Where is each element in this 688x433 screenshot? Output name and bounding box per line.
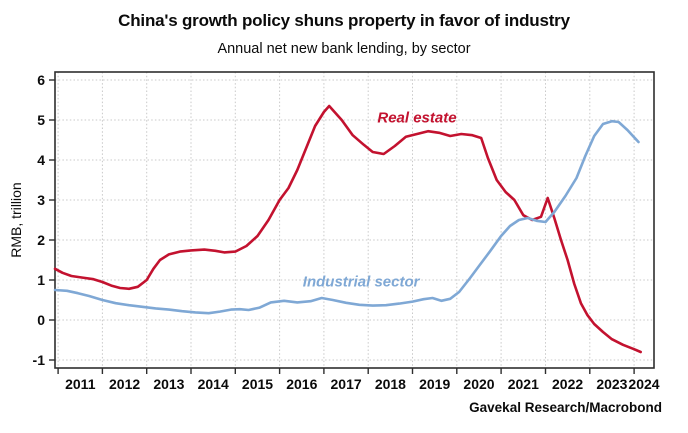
- x-tick-label: 2023: [596, 376, 627, 392]
- y-tick-label: 5: [37, 112, 45, 128]
- x-tick-label: 2021: [508, 376, 539, 392]
- x-tick-label: 2022: [552, 376, 583, 392]
- x-tick-label: 2013: [153, 376, 184, 392]
- y-tick-label: 0: [37, 312, 45, 328]
- x-tick-label: 2012: [109, 376, 140, 392]
- x-tick-label: 2011: [65, 376, 96, 392]
- source-credit: Gavekal Research/Macrobond: [469, 400, 662, 415]
- chart-title: China's growth policy shuns property in …: [118, 11, 570, 30]
- y-tick-label: 3: [37, 192, 45, 208]
- x-tick-label: 2016: [286, 376, 317, 392]
- x-tick-label: 2017: [331, 376, 362, 392]
- y-tick-label: -1: [33, 352, 46, 368]
- chart-subtitle: Annual net new bank lending, by sector: [217, 41, 471, 57]
- x-tick-label: 2019: [419, 376, 450, 392]
- series-label-real-estate: Real estate: [377, 109, 457, 127]
- series-label-industrial-sector: Industrial sector: [302, 273, 420, 291]
- x-tick-label: 2024: [628, 376, 659, 392]
- plot-border: [54, 71, 655, 369]
- series-line-industrial-sector: [53, 119, 640, 315]
- series-line-real-estate: [53, 104, 643, 354]
- y-tick-label: 6: [37, 72, 45, 88]
- y-tick-label: 4: [37, 152, 45, 168]
- y-tick-label: 2: [37, 232, 45, 248]
- x-tick-label: 2020: [463, 376, 494, 392]
- y-tick-label: 1: [37, 272, 45, 288]
- x-tick-label: 2015: [242, 376, 273, 392]
- x-tick-label: 2018: [375, 376, 406, 392]
- x-tick-label: 2014: [198, 376, 229, 392]
